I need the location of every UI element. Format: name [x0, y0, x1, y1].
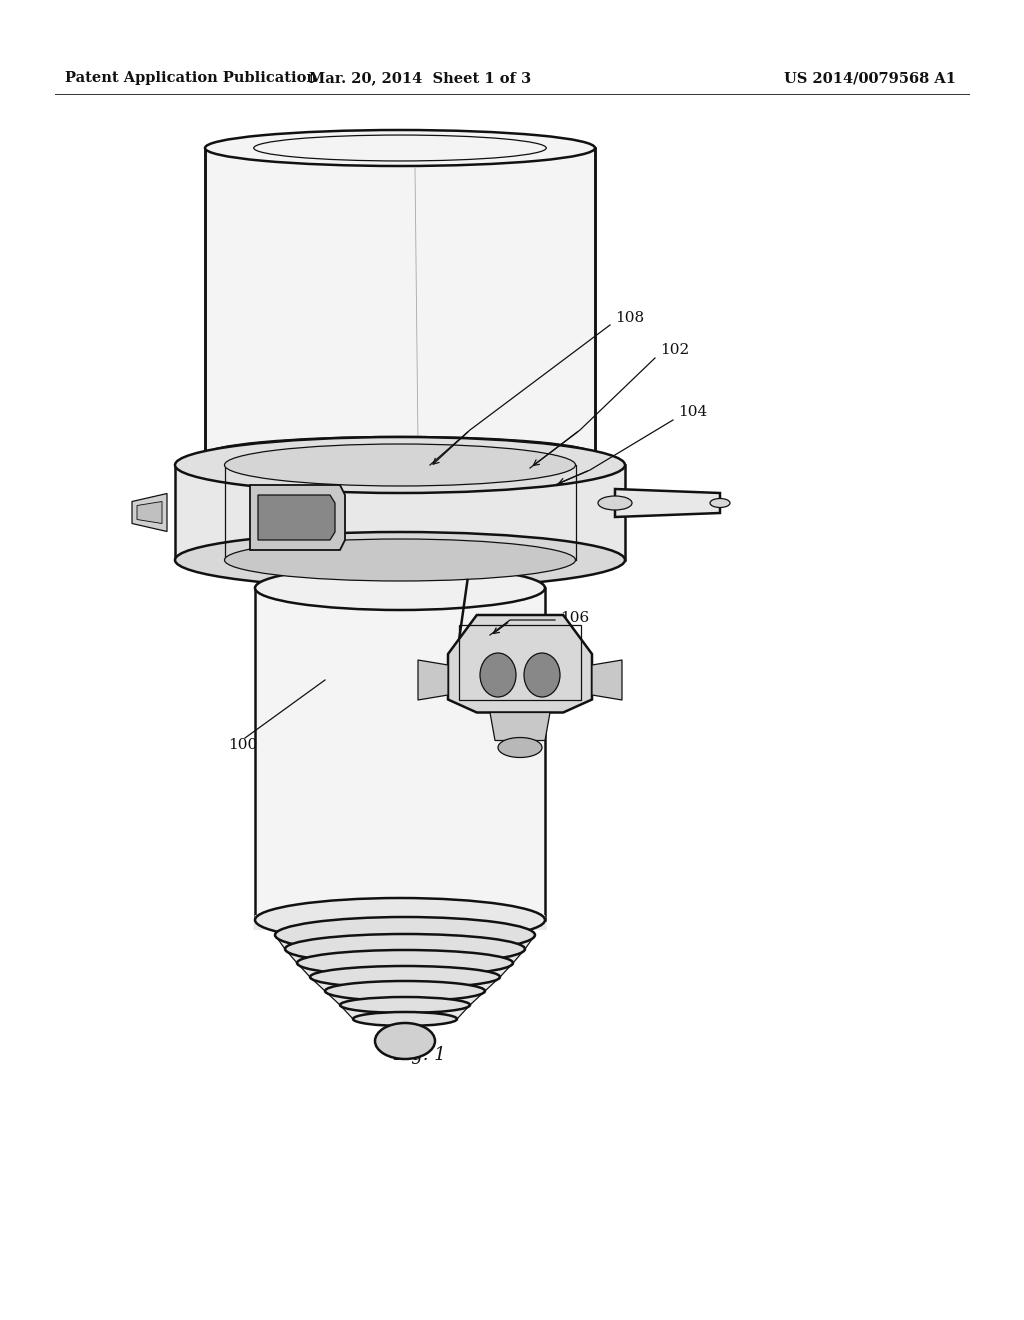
Ellipse shape [598, 496, 632, 510]
Ellipse shape [340, 997, 470, 1012]
Text: Mar. 20, 2014  Sheet 1 of 3: Mar. 20, 2014 Sheet 1 of 3 [309, 71, 531, 84]
Polygon shape [592, 660, 622, 700]
Ellipse shape [498, 738, 542, 758]
Polygon shape [297, 964, 513, 977]
Polygon shape [258, 495, 335, 540]
Ellipse shape [255, 566, 545, 610]
Ellipse shape [205, 129, 595, 166]
Text: 102: 102 [660, 343, 689, 356]
Ellipse shape [224, 539, 575, 581]
Polygon shape [275, 935, 535, 949]
Ellipse shape [325, 981, 485, 1001]
Ellipse shape [205, 437, 595, 473]
Polygon shape [285, 949, 525, 964]
Polygon shape [205, 148, 595, 455]
Polygon shape [615, 488, 720, 517]
Polygon shape [175, 465, 625, 560]
Ellipse shape [375, 1023, 435, 1059]
Text: US 2014/0079568 A1: US 2014/0079568 A1 [784, 71, 956, 84]
Ellipse shape [710, 499, 730, 507]
Polygon shape [418, 660, 449, 700]
Ellipse shape [255, 898, 545, 942]
Polygon shape [490, 713, 550, 741]
Polygon shape [137, 502, 162, 524]
Text: 108: 108 [615, 312, 644, 325]
Text: 106: 106 [560, 611, 589, 624]
Polygon shape [255, 587, 545, 920]
Text: Fig. 1: Fig. 1 [393, 1045, 446, 1064]
Ellipse shape [353, 1012, 457, 1026]
Polygon shape [253, 915, 547, 931]
Ellipse shape [480, 653, 516, 697]
Polygon shape [449, 615, 592, 713]
Polygon shape [132, 494, 167, 532]
Polygon shape [310, 977, 500, 991]
Ellipse shape [175, 532, 625, 587]
Polygon shape [250, 484, 345, 550]
Text: 100: 100 [228, 738, 257, 752]
Ellipse shape [224, 444, 575, 486]
Ellipse shape [524, 653, 560, 697]
Ellipse shape [310, 966, 500, 987]
Ellipse shape [285, 935, 525, 964]
Ellipse shape [175, 437, 625, 492]
Ellipse shape [297, 950, 513, 975]
Polygon shape [325, 991, 485, 1005]
Polygon shape [340, 1005, 470, 1019]
Ellipse shape [275, 917, 535, 953]
Text: Patent Application Publication: Patent Application Publication [65, 71, 317, 84]
Text: 104: 104 [678, 405, 708, 418]
